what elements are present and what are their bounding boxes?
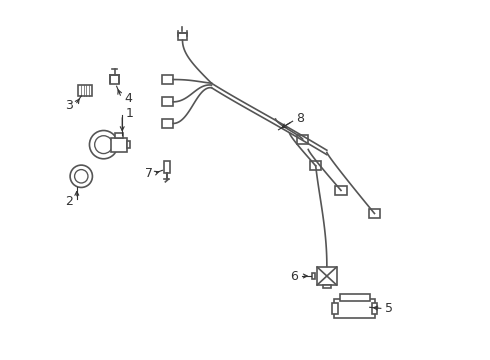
Bar (110, 76, 119, 84)
Bar (162, 119, 173, 128)
Text: 5: 5 (385, 302, 392, 315)
Bar (371, 303, 377, 314)
Text: 7: 7 (145, 167, 153, 180)
Bar (162, 98, 173, 106)
Text: 8: 8 (296, 112, 304, 125)
Bar (115, 133, 123, 138)
Bar (162, 75, 173, 84)
Text: 2: 2 (65, 195, 73, 208)
Bar (78, 85, 92, 96)
Bar (323, 285, 331, 288)
Bar (340, 294, 369, 301)
Bar (164, 161, 170, 173)
Text: 3: 3 (65, 99, 73, 112)
Bar (310, 161, 321, 170)
Circle shape (90, 131, 118, 159)
Bar (178, 33, 187, 40)
Text: 6: 6 (290, 270, 298, 283)
Bar (111, 138, 127, 152)
Circle shape (74, 170, 88, 183)
Text: 4: 4 (124, 92, 132, 105)
Circle shape (70, 165, 93, 188)
Bar (336, 186, 346, 195)
Bar (127, 141, 130, 148)
Bar (312, 273, 316, 279)
Bar (317, 267, 337, 285)
Circle shape (95, 136, 113, 154)
Bar (369, 209, 380, 218)
Bar (297, 135, 308, 144)
Text: 1: 1 (126, 107, 134, 120)
Bar (334, 299, 375, 318)
Bar (332, 303, 338, 314)
